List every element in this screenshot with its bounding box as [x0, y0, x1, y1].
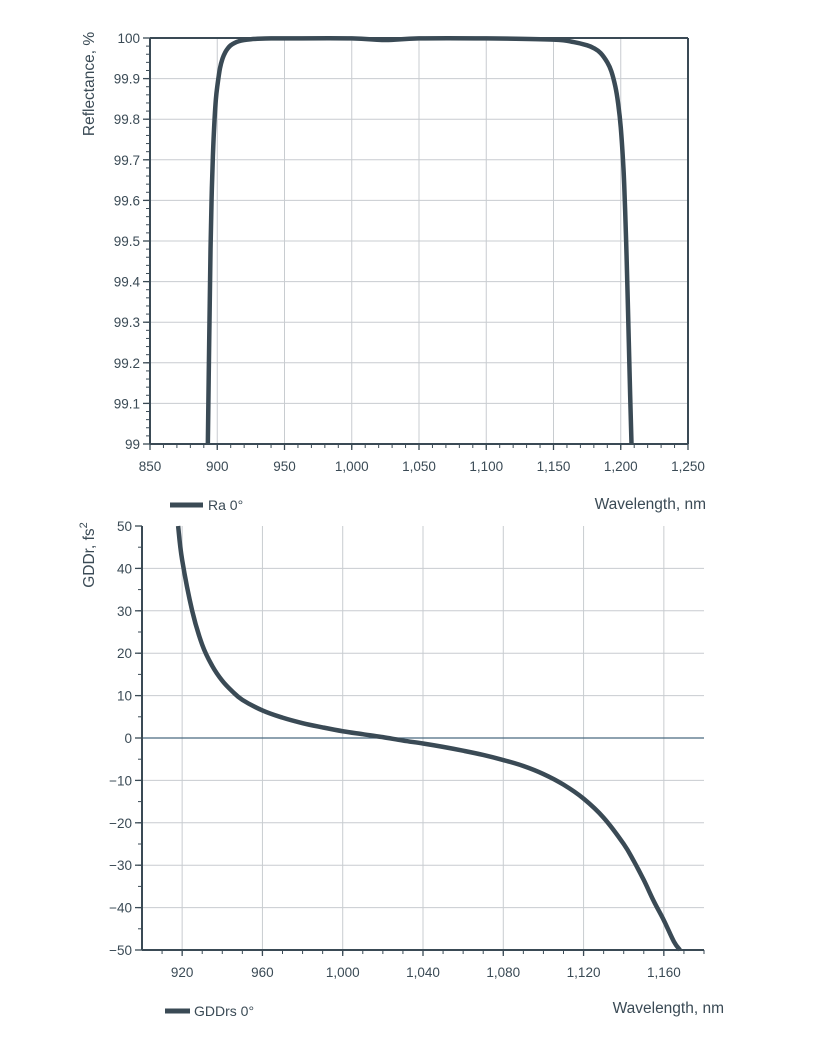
reflectance-grid: [150, 38, 688, 444]
gdd-legend: GDDrs 0°: [165, 1003, 254, 1019]
reflectance-x-tick-label: 1,150: [537, 459, 571, 474]
reflectance-x-tick-label: 1,000: [335, 459, 369, 474]
gdd-tick-labels: 920 960 1,000 1,040 1,080 1,120 1,160 −50 −40 −30…: [109, 519, 681, 980]
gdd-y-tick-label: 40: [117, 561, 132, 576]
gdd-frame: [141, 526, 704, 951]
gdd-y-tick-label: −30: [109, 858, 132, 873]
gdd-series-line: [175, 525, 682, 952]
gdd-y-axis-title: GDDr, fs2: [78, 522, 98, 588]
gdd-x-tick-label: 920: [171, 965, 194, 980]
gdd-chart: 920 960 1,000 1,040 1,080 1,120 1,160 −50 −40 −30…: [78, 519, 724, 1019]
reflectance-tick-labels: 850 900 950 1,000 1,050 1,100 1,150 1,200 1,250 9…: [114, 31, 705, 474]
reflectance-chart: 850 900 950 1,000 1,050 1,100 1,150 1,200 1,250 9…: [81, 31, 706, 513]
reflectance-x-tick-label: 1,050: [402, 459, 436, 474]
reflectance-y-tick-label: 100: [117, 31, 140, 46]
gdd-x-tick-label: 1,040: [406, 965, 440, 980]
gdd-series: [175, 525, 682, 952]
gdd-y-axis-title-text: GDDr, fs: [81, 528, 98, 588]
reflectance-y-tick-label: 99.7: [114, 153, 140, 168]
gdd-y-tick-label: −40: [109, 901, 132, 916]
reflectance-x-tick-label: 1,200: [604, 459, 638, 474]
gdd-y-axis-title-sup: 2: [78, 522, 90, 528]
reflectance-x-tick-label: 900: [206, 459, 229, 474]
reflectance-y-axis-title: Reflectance, %: [81, 32, 98, 136]
reflectance-x-axis-title: Wavelength, nm: [595, 496, 706, 513]
reflectance-x-tick-label: 1,250: [671, 459, 705, 474]
gdd-y-tick-label: 30: [117, 604, 132, 619]
reflectance-legend: Ra 0°: [170, 497, 243, 513]
gdd-y-tick-label: 50: [117, 519, 132, 534]
reflectance-y-tick-label: 99.8: [114, 112, 140, 127]
gdd-y-tick-label: −10: [109, 773, 132, 788]
gdd-x-tick-label: 960: [251, 965, 274, 980]
reflectance-y-tick-label: 99.6: [114, 193, 140, 208]
gdd-x-tick-label: 1,080: [486, 965, 520, 980]
gdd-grid: [142, 526, 704, 950]
gdd-y-tick-label: 0: [124, 731, 132, 746]
gdd-x-tick-label: 1,120: [567, 965, 601, 980]
reflectance-series-line: [205, 35, 634, 445]
gdd-y-tick-label: −20: [109, 816, 132, 831]
gdd-y-tick-label: −50: [109, 943, 132, 958]
reflectance-ticks: [143, 37, 689, 450]
gdd-x-tick-label: 1,000: [326, 965, 360, 980]
gdd-y-tick-label: 10: [117, 689, 132, 704]
reflectance-y-tick-label: 99.5: [114, 234, 140, 249]
reflectance-y-tick-label: 99: [125, 437, 140, 452]
reflectance-y-tick-label: 99.4: [114, 275, 141, 290]
reflectance-y-tick-label: 99.9: [114, 72, 140, 87]
reflectance-y-tick-label: 99.2: [114, 356, 140, 371]
reflectance-series: [205, 35, 634, 445]
gdd-x-axis-title: Wavelength, nm: [613, 1000, 724, 1017]
reflectance-x-tick-label: 950: [273, 459, 296, 474]
gdd-y-tick-label: 20: [117, 646, 132, 661]
reflectance-y-tick-label: 99.1: [114, 396, 140, 411]
reflectance-x-tick-label: 850: [139, 459, 162, 474]
reflectance-y-tick-label: 99.3: [114, 315, 140, 330]
reflectance-legend-label: Ra 0°: [208, 497, 243, 513]
reflectance-x-tick-label: 1,100: [469, 459, 503, 474]
gdd-x-tick-label: 1,160: [647, 965, 681, 980]
gdd-legend-label: GDDrs 0°: [194, 1003, 254, 1019]
